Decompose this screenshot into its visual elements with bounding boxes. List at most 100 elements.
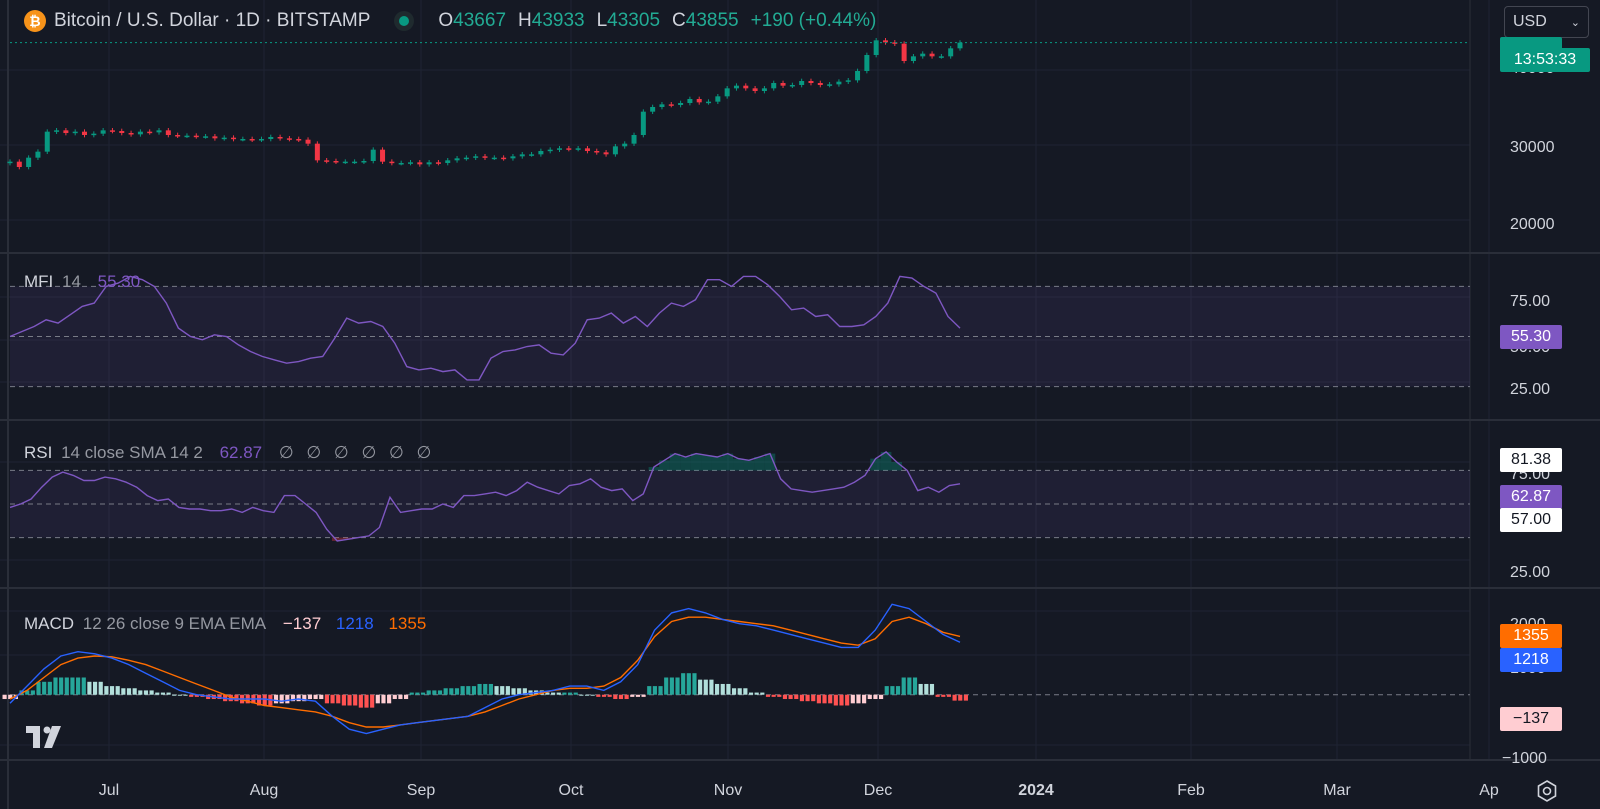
bitcoin-icon: ₿ [24, 10, 46, 32]
open-value: 43667 [453, 10, 507, 31]
candle-body [463, 157, 469, 160]
macd-hist-bar [109, 686, 115, 695]
tradingview-logo-icon[interactable] [26, 726, 70, 750]
candle-body [184, 135, 190, 138]
macd-hist-bar [698, 679, 703, 695]
candle-body [44, 131, 50, 152]
macd-hist-bar [635, 694, 641, 697]
rsi-value-tag: 62.87 [1500, 485, 1562, 509]
macd-hist-bar [811, 694, 816, 702]
currency-select[interactable]: USD ⌄ [1504, 6, 1589, 38]
time-axis-label: Aug [249, 782, 279, 799]
candle-body [296, 139, 302, 141]
macd-hist-bar [341, 694, 346, 706]
macd-hist-bar [347, 694, 352, 706]
macd-hist-bar [833, 694, 838, 706]
candle-body [175, 135, 181, 137]
macd-hist-bar [70, 677, 75, 695]
rsi-legend[interactable]: RSI 14 close SMA 14 2 62.87 ∅ ∅ ∅ ∅ ∅ ∅ [24, 443, 439, 463]
candle-body [342, 161, 348, 164]
macd-hist-bar [183, 694, 188, 696]
mfi-value: 55.30 [97, 272, 141, 291]
rsi-extra-values: ∅ ∅ ∅ ∅ ∅ ∅ [278, 443, 436, 462]
macd-hist-bar [618, 694, 624, 700]
macd-hist-bar [262, 694, 267, 706]
candle-body [948, 48, 954, 57]
candle-body [7, 161, 13, 164]
rsi-line [9, 451, 961, 542]
macd-hist-bar [25, 690, 30, 695]
candle-body [668, 104, 674, 106]
macd-hist-bar [884, 686, 889, 695]
macd-hist-bar [398, 694, 403, 700]
macd-hist-bar [138, 690, 143, 695]
mfi-legend[interactable]: MFI 14 55.30 [24, 272, 144, 292]
candle-body [640, 111, 646, 135]
candle-body [16, 161, 22, 167]
candle-body [240, 139, 246, 141]
candle-body [910, 56, 916, 61]
macd-hist-bar [828, 694, 833, 704]
symbol-header: ₿ Bitcoin / U.S. Dollar · 1D · BITSTAMP … [24, 10, 876, 32]
candle-body [510, 156, 516, 159]
currency-value: USD [1513, 13, 1547, 30]
mfi-value-tag: 55.30 [1500, 325, 1562, 349]
macd-hist-bar [890, 686, 895, 695]
mfi-params: 14 [62, 272, 81, 291]
candle-body [147, 131, 153, 134]
macd-hist-bar [924, 683, 929, 695]
candle-body [389, 161, 395, 164]
candle-body [221, 137, 227, 140]
candle-body [529, 154, 535, 156]
candle-body [827, 84, 833, 86]
macd-hist-bar [522, 688, 527, 695]
candle-body [882, 40, 888, 43]
rsi-sma-tag: 57.00 [1500, 508, 1562, 532]
candle-body [82, 131, 88, 135]
macd-hist-bar [115, 686, 120, 695]
candle-body [249, 139, 255, 141]
macd-hist-bar [692, 673, 697, 695]
settings-gear-icon[interactable] [1536, 780, 1558, 802]
macd-hist-bar [686, 673, 691, 695]
rsi-overbought-fill [690, 453, 702, 471]
macd-hist-bar [466, 686, 471, 695]
macd-hist-bar [613, 694, 618, 700]
candle-body [678, 103, 684, 105]
macd-hist-bar [517, 688, 522, 695]
macd-hist-bar [364, 694, 369, 708]
macd-params: 12 26 close 9 EMA EMA [82, 614, 267, 633]
symbol-title[interactable]: Bitcoin / U.S. Dollar · 1D · BITSTAMP [54, 10, 371, 31]
market-status-icon[interactable] [394, 11, 415, 31]
macd-hist-bar [782, 694, 788, 700]
macd-hist-bar [64, 677, 69, 695]
macd-legend[interactable]: MACD 12 26 close 9 EMA EMA −137 1218 135… [24, 614, 430, 634]
rsi-oversold-fill [331, 537, 343, 541]
close-label: C [672, 10, 686, 31]
time-axis-label: Oct [558, 782, 584, 799]
rsi-axis-label: 25.00 [1510, 564, 1551, 581]
candle-body [407, 162, 413, 164]
rsi-overbought-fill [722, 453, 734, 471]
macd-hist-bar [381, 694, 386, 704]
rsi-overbought-fill [711, 456, 723, 471]
candle-body [35, 151, 41, 158]
macd-hist-bar [681, 673, 686, 695]
candle-body [445, 160, 451, 163]
macd-hist-bar [285, 694, 290, 704]
macd-hist-bar [443, 688, 448, 695]
macd-hist-bar [584, 694, 590, 696]
macd-hist-bar [562, 692, 567, 695]
candle-body [557, 148, 563, 150]
macd-hist-tag: −137 [1500, 707, 1562, 731]
macd-hist-bar [907, 677, 912, 695]
macd-hist-bar [302, 694, 307, 702]
macd-hist-bar [42, 681, 47, 695]
candle-body [426, 162, 432, 165]
mfi-axis-label: 75.00 [1510, 293, 1551, 310]
candle-body [137, 131, 143, 135]
macd-hist-bar [850, 694, 855, 704]
candle-body [780, 83, 786, 86]
candle-body [482, 156, 488, 158]
